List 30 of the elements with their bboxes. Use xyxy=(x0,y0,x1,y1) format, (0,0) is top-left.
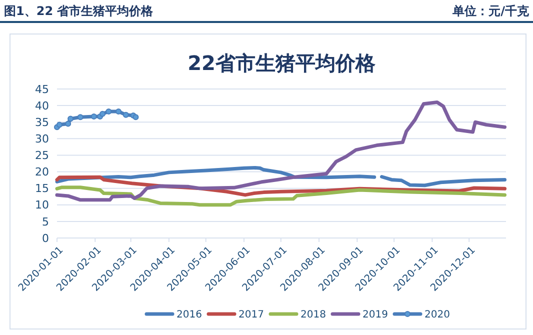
y-tick-label: 15 xyxy=(35,182,49,196)
point xyxy=(77,114,84,120)
point xyxy=(90,113,97,120)
point xyxy=(132,114,139,120)
point xyxy=(65,120,72,127)
y-tick-label: 25 xyxy=(35,149,49,162)
point xyxy=(68,116,74,122)
y-tick-label: 35 xyxy=(35,116,49,129)
y-tick-label: 20 xyxy=(35,166,49,179)
chart-title: 22省市生猪平均价格 xyxy=(188,51,376,75)
legend-label: 2020 xyxy=(424,310,450,320)
text: 单位：元/千克 xyxy=(452,4,530,18)
y-tick-label: 0 xyxy=(42,232,49,245)
legend-label: 2016 xyxy=(176,310,202,320)
point xyxy=(56,122,62,128)
y-tick-label: 45 xyxy=(35,82,49,96)
point xyxy=(122,112,129,118)
caption: 图1、22 省市生猪平均价格 xyxy=(4,4,154,18)
point xyxy=(116,108,122,115)
legend-label: 2019 xyxy=(362,310,388,320)
y-tick-label: 40 xyxy=(35,99,49,112)
y-tick-label: 10 xyxy=(35,198,49,212)
legend-label: 2017 xyxy=(238,310,264,320)
line-series xyxy=(55,186,507,207)
point xyxy=(106,108,112,115)
point xyxy=(100,110,106,117)
legend-label: 2018 xyxy=(300,310,326,320)
y-tick-label: 5 xyxy=(42,215,49,228)
y-tick-label: 30 xyxy=(35,132,49,146)
line-series xyxy=(55,100,507,202)
